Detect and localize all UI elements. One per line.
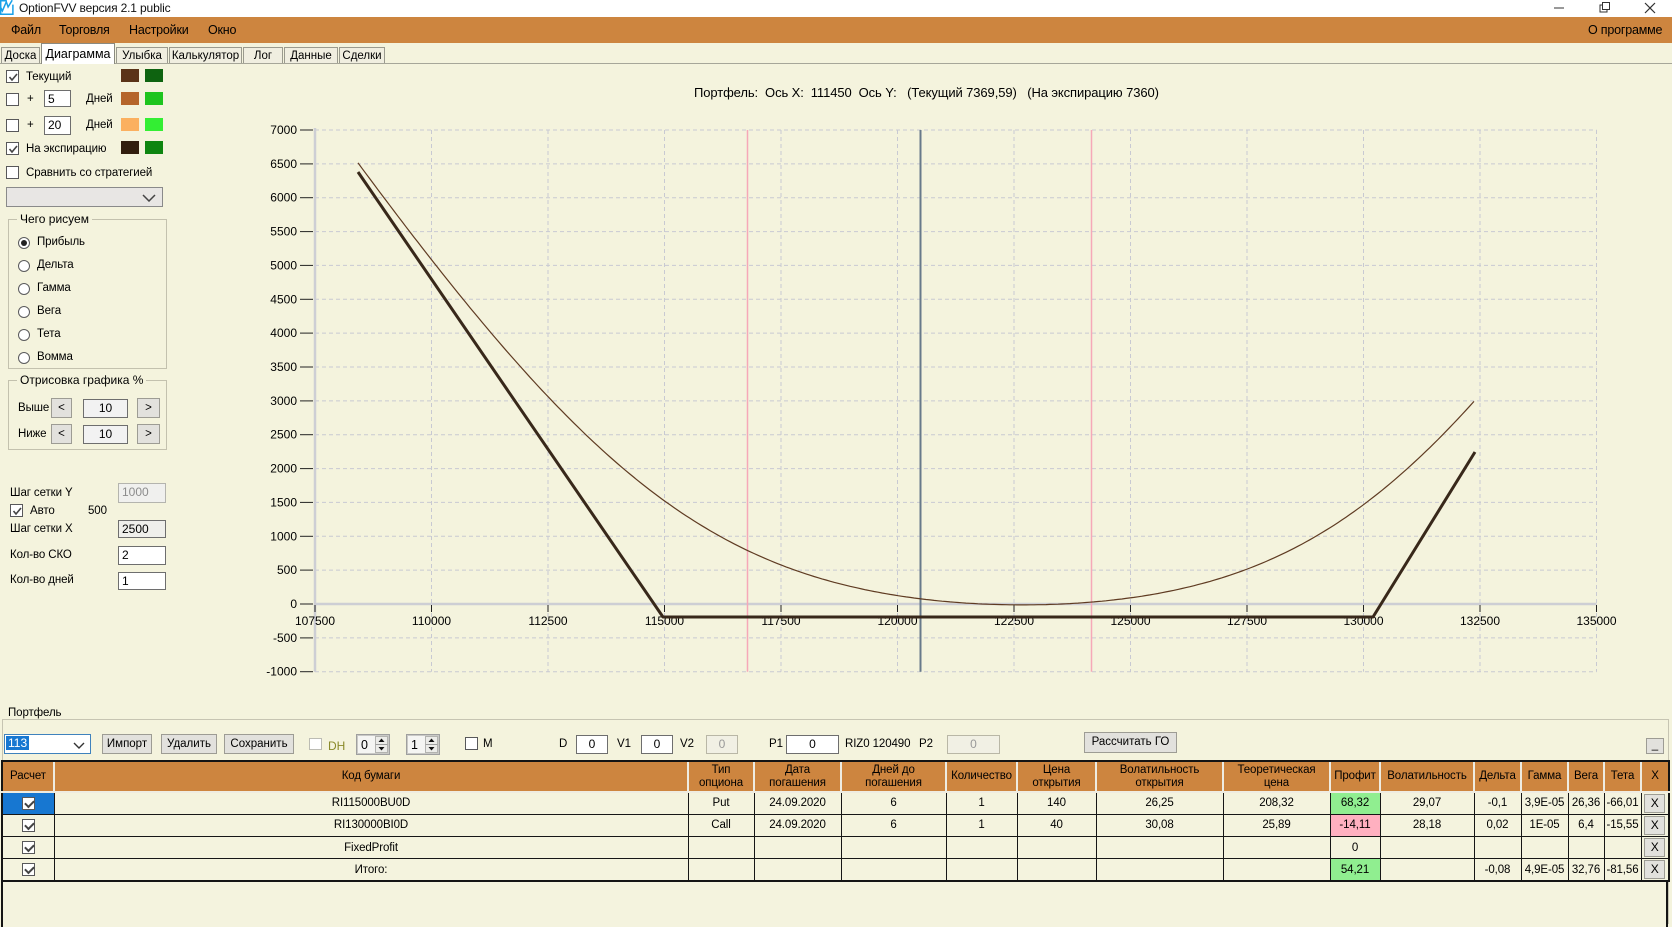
svg-text:107500: 107500 — [295, 614, 335, 628]
svg-text:132500: 132500 — [1460, 614, 1500, 628]
svg-text:4500: 4500 — [270, 292, 297, 306]
svg-text:3000: 3000 — [270, 394, 297, 408]
svg-text:2500: 2500 — [270, 428, 297, 442]
svg-text:1500: 1500 — [270, 495, 297, 509]
svg-text:1: 1 — [411, 738, 418, 752]
svg-text:-500: -500 — [273, 631, 297, 645]
svg-text:6000: 6000 — [270, 191, 297, 205]
svg-text:6500: 6500 — [270, 157, 297, 171]
svg-text:500: 500 — [277, 563, 297, 577]
svg-text:1000: 1000 — [270, 529, 297, 543]
svg-text:0: 0 — [290, 597, 297, 611]
svg-text:4000: 4000 — [270, 326, 297, 340]
svg-text:3500: 3500 — [270, 360, 297, 374]
svg-text:112500: 112500 — [528, 614, 567, 628]
svg-text:2000: 2000 — [270, 462, 297, 476]
svg-text:-1000: -1000 — [266, 665, 297, 679]
svg-text:5500: 5500 — [270, 225, 297, 239]
svg-text:7000: 7000 — [270, 123, 297, 137]
svg-text:0: 0 — [361, 738, 368, 752]
svg-text:135000: 135000 — [1576, 614, 1616, 628]
svg-text:5000: 5000 — [270, 258, 297, 272]
svg-text:110000: 110000 — [412, 614, 451, 628]
